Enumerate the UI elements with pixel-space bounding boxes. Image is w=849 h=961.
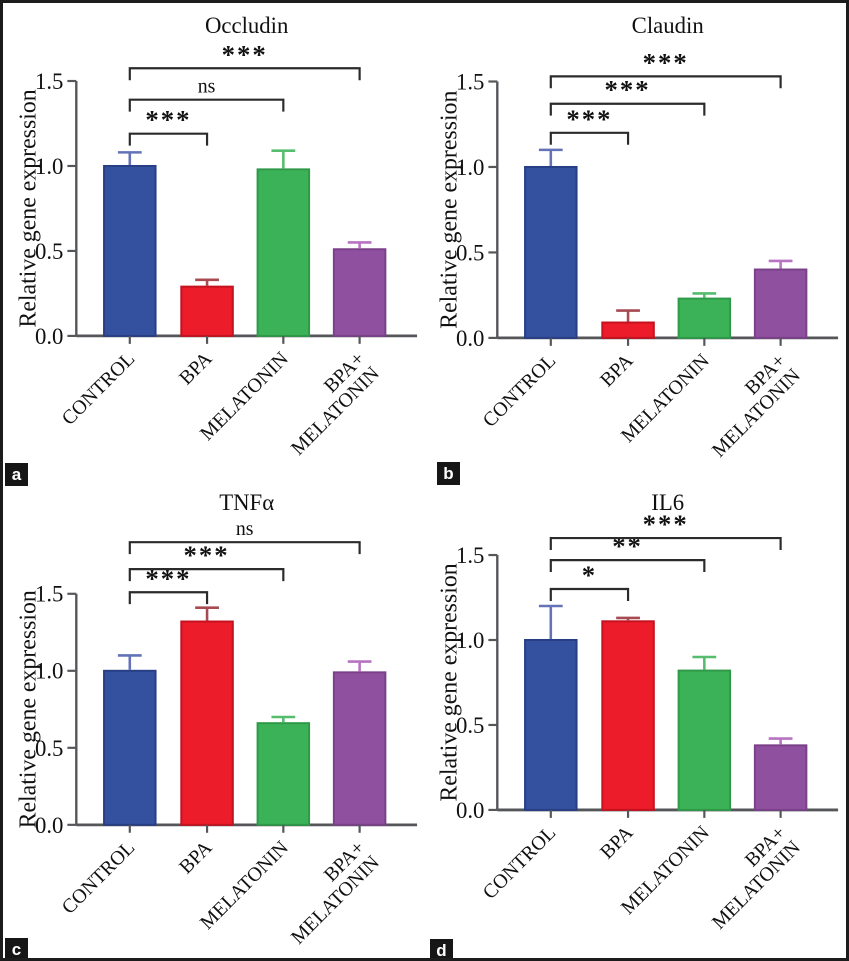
chart-title: Claudin bbox=[632, 13, 705, 38]
sig-label: *** bbox=[643, 509, 689, 539]
x-category-label-control: CONTROL bbox=[479, 350, 561, 432]
y-tick-label: 1.5 bbox=[35, 69, 63, 94]
sig-label: *** bbox=[222, 39, 268, 69]
panel-letter-a: a bbox=[5, 463, 28, 486]
sig-bracket bbox=[128, 132, 209, 146]
x-category-label-control: CONTROL bbox=[58, 837, 140, 919]
sig-bracket bbox=[128, 98, 285, 112]
sig-label: *** bbox=[184, 540, 230, 570]
bar-melatonin bbox=[256, 168, 311, 337]
y-tick-label: 1.5 bbox=[456, 543, 484, 568]
chart-title: TNFα bbox=[219, 490, 274, 515]
y-tick-label: 0.5 bbox=[456, 240, 484, 265]
panel-letter-d: d bbox=[430, 939, 453, 958]
y-tick-label: 1.0 bbox=[456, 628, 484, 653]
sig-label: * bbox=[582, 560, 597, 590]
bar-melatonin bbox=[256, 722, 311, 826]
sig-label: ns bbox=[198, 76, 216, 98]
sig-bracket bbox=[549, 587, 630, 601]
x-category-label-bpa: BPA bbox=[596, 349, 638, 391]
sig-bracket bbox=[549, 536, 782, 550]
y-axis-label: Relative gene expression bbox=[437, 90, 463, 328]
y-tick-label: 0.5 bbox=[35, 239, 63, 264]
y-tick-label: 1.5 bbox=[35, 582, 63, 607]
y-tick-label: 0.0 bbox=[456, 798, 484, 823]
x-category-label-control: CONTROL bbox=[479, 822, 561, 904]
bar-bpa-melatonin bbox=[753, 744, 808, 811]
x-category-label-bpa: BPA bbox=[175, 836, 217, 878]
sig-bracket bbox=[549, 102, 706, 116]
chart-title: Occludin bbox=[205, 13, 289, 38]
y-tick-label: 1.0 bbox=[456, 155, 484, 180]
chart-title: IL6 bbox=[651, 490, 684, 515]
bar-melatonin bbox=[677, 669, 732, 811]
sig-label: *** bbox=[605, 75, 651, 105]
bar-control bbox=[103, 669, 157, 826]
bar-control bbox=[103, 164, 157, 337]
sig-label: ns bbox=[236, 518, 254, 540]
sig-bracket bbox=[128, 67, 361, 81]
bar-melatonin bbox=[677, 297, 732, 339]
sig-bracket bbox=[128, 541, 361, 555]
y-axis-label: Relative gene expression bbox=[16, 89, 42, 327]
bar-control bbox=[524, 165, 578, 339]
y-tick-label: 1.5 bbox=[456, 69, 484, 94]
sig-bracket bbox=[549, 75, 782, 89]
y-axis-label: Relative gene expression bbox=[437, 563, 463, 801]
panel-letter-c: c bbox=[5, 938, 28, 958]
sig-bracket bbox=[128, 568, 285, 582]
sig-label: ** bbox=[612, 531, 643, 561]
x-category-label-bpa: BPA bbox=[596, 821, 638, 863]
y-tick-label: 0.0 bbox=[456, 326, 484, 351]
sig-bracket bbox=[549, 559, 706, 573]
y-tick-label: 0.5 bbox=[456, 713, 484, 738]
bar-bpa-melatonin bbox=[332, 248, 387, 337]
bar-control bbox=[524, 639, 578, 811]
y-tick-label: 0.0 bbox=[35, 813, 63, 838]
y-tick-label: 0.0 bbox=[35, 324, 63, 349]
sig-bracket bbox=[549, 131, 630, 145]
sig-label: *** bbox=[145, 105, 191, 135]
bar-bpa bbox=[180, 620, 234, 826]
y-axis-label: Relative gene expression bbox=[16, 590, 42, 828]
y-tick-label: 0.5 bbox=[35, 736, 63, 761]
bar-bpa-melatonin bbox=[753, 268, 808, 339]
x-category-label-control: CONTROL bbox=[58, 348, 140, 430]
panel-letter-b: b bbox=[437, 462, 460, 485]
sig-label: *** bbox=[643, 47, 689, 77]
sig-bracket bbox=[128, 591, 209, 605]
y-tick-label: 1.0 bbox=[35, 154, 63, 179]
bar-bpa bbox=[601, 321, 655, 339]
bar-bpa bbox=[180, 285, 234, 337]
x-category-label-bpa: BPA bbox=[175, 347, 217, 389]
bar-bpa bbox=[601, 620, 655, 811]
bar-bpa-melatonin bbox=[332, 671, 387, 826]
y-tick-label: 1.0 bbox=[35, 659, 63, 684]
sig-label: *** bbox=[566, 104, 612, 134]
